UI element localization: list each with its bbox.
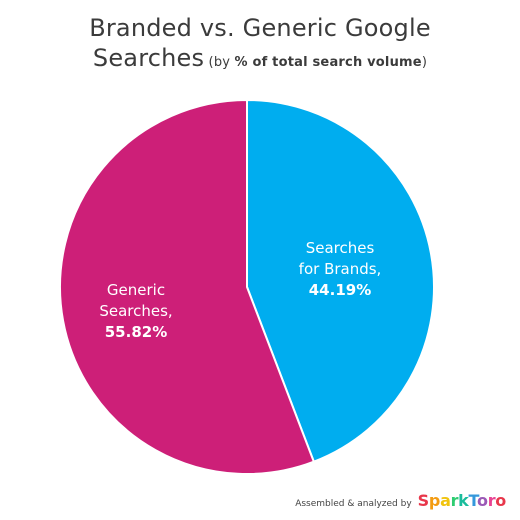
slice-name-label: Generic — [107, 281, 165, 299]
footer-credit: Assembled & analyzed by SparkToro — [295, 491, 506, 510]
sparktoro-logo-letter: a — [440, 491, 451, 510]
chart-subtitle-open: (by — [204, 55, 235, 70]
sparktoro-logo-letter: r — [487, 491, 496, 510]
slice-label-branded: Searches for Brands, 44.19% — [299, 239, 382, 299]
sparktoro-logo-letter: r — [450, 491, 459, 510]
slice-value-label: 44.19% — [309, 281, 371, 299]
chart-subtitle-bold: % of total search volume — [234, 55, 422, 70]
sparktoro-logo-letter: T — [468, 491, 478, 510]
chart-subtitle-close: ) — [421, 55, 428, 70]
pie-slice-branded — [246, 98, 435, 463]
chart-title-line2-text: Searches — [92, 44, 205, 72]
sparktoro-logo-letter: k — [458, 491, 469, 510]
sparktoro-logo-letter: o — [477, 491, 488, 510]
slice-name-label: Searches, — [99, 302, 172, 320]
chart-title-line1: Branded vs. Generic Google — [89, 14, 431, 42]
credit-text: Assembled & analyzed by — [295, 499, 412, 509]
sparktoro-logo-letter: S — [417, 491, 430, 510]
slice-value-label: 55.82% — [105, 323, 167, 341]
chart-subtitle: (by % of total search volume) — [204, 55, 427, 70]
slice-name-label: Searches — [306, 239, 375, 257]
chart-title-line2: Searches (by % of total search volume) — [0, 44, 520, 72]
pie-slice-generic — [59, 98, 316, 475]
sparktoro-logo-letter: p — [428, 491, 441, 510]
slice-label-generic: Generic Searches, 55.82% — [99, 281, 172, 341]
sparktoro-logo: SparkToro — [417, 491, 507, 510]
slice-name-label: for Brands, — [299, 260, 382, 278]
sparktoro-logo-letter: o — [495, 491, 506, 510]
